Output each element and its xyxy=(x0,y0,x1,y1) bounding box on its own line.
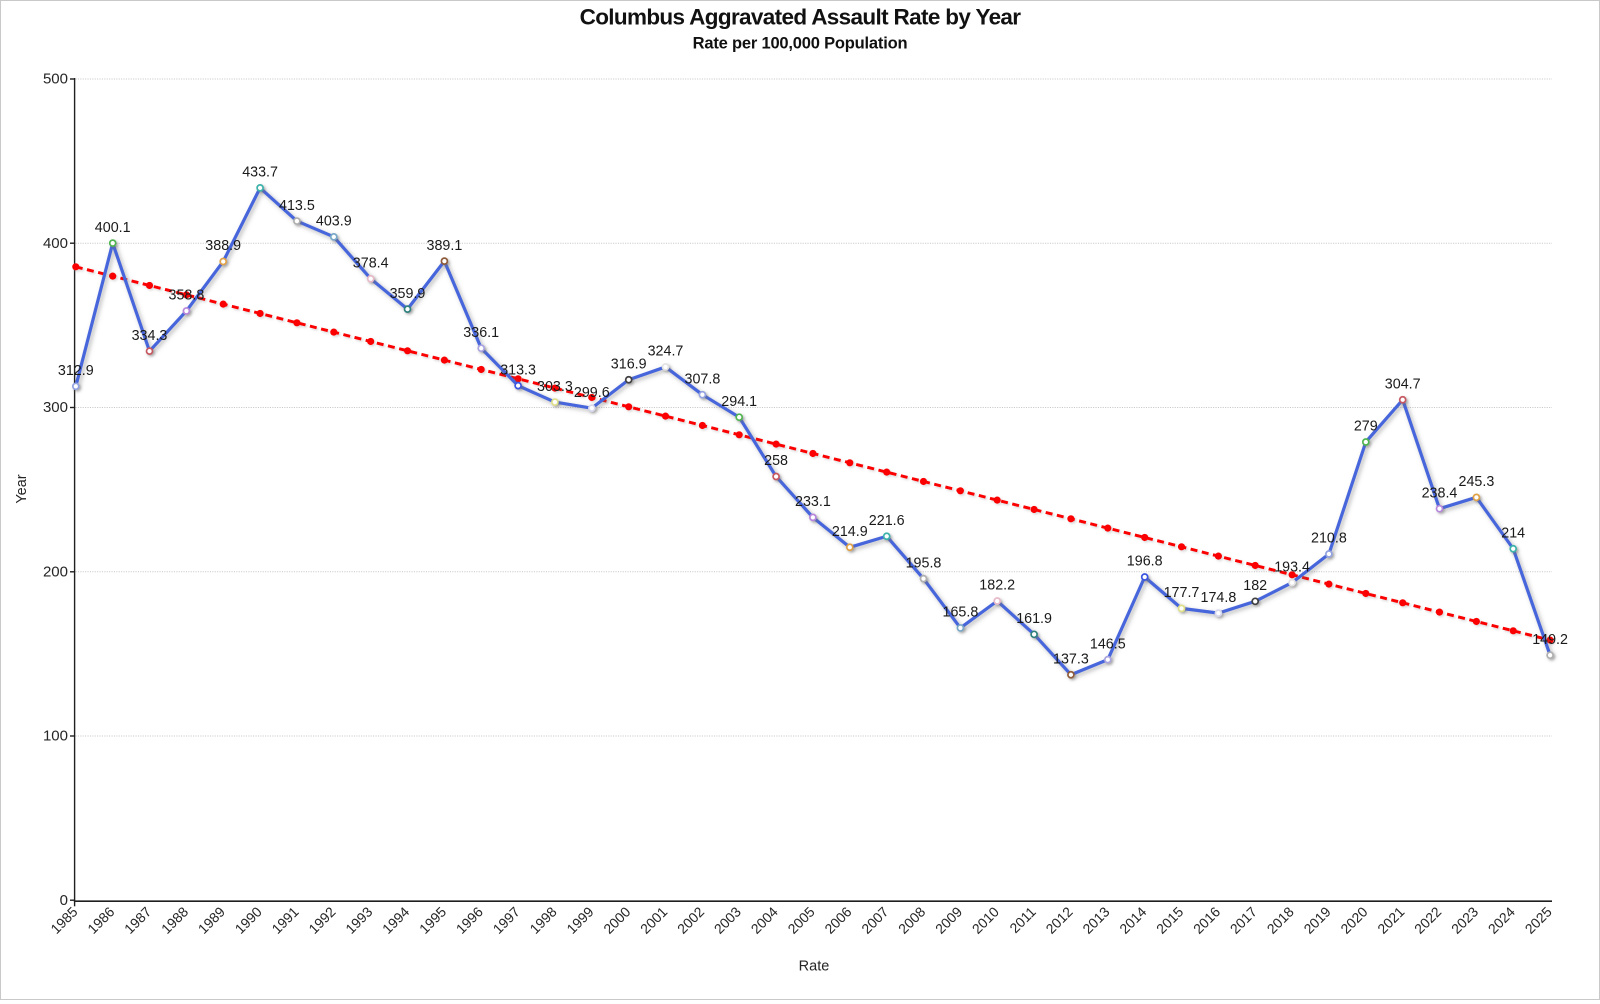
svg-text:1985: 1985 xyxy=(47,903,80,936)
svg-text:1986: 1986 xyxy=(84,903,117,936)
svg-text:2014: 2014 xyxy=(1116,903,1149,936)
svg-text:1993: 1993 xyxy=(342,903,375,936)
svg-text:433.7: 433.7 xyxy=(242,165,278,181)
svg-text:324.7: 324.7 xyxy=(648,344,684,360)
svg-text:2008: 2008 xyxy=(895,903,928,936)
svg-text:413.5: 413.5 xyxy=(279,198,315,214)
svg-text:196.8: 196.8 xyxy=(1127,554,1163,570)
svg-text:2006: 2006 xyxy=(821,903,854,936)
svg-text:2024: 2024 xyxy=(1485,903,1518,936)
svg-text:334.3: 334.3 xyxy=(132,328,168,344)
svg-text:182.2: 182.2 xyxy=(979,578,1015,594)
svg-text:195.8: 195.8 xyxy=(906,555,942,571)
svg-text:313.3: 313.3 xyxy=(500,362,536,378)
svg-text:359.9: 359.9 xyxy=(390,286,426,302)
svg-text:165.8: 165.8 xyxy=(943,605,979,621)
svg-text:1987: 1987 xyxy=(121,903,154,936)
svg-text:Year: Year xyxy=(14,474,30,503)
svg-text:2020: 2020 xyxy=(1337,903,1370,936)
svg-text:174.8: 174.8 xyxy=(1201,590,1237,606)
svg-text:2021: 2021 xyxy=(1374,903,1407,936)
svg-text:1997: 1997 xyxy=(490,903,523,936)
svg-text:2003: 2003 xyxy=(711,903,744,936)
svg-text:307.8: 307.8 xyxy=(685,371,721,387)
svg-text:312.9: 312.9 xyxy=(58,363,94,379)
svg-text:214.9: 214.9 xyxy=(832,524,868,540)
svg-text:1991: 1991 xyxy=(268,903,301,936)
svg-text:258: 258 xyxy=(764,453,788,469)
svg-text:2015: 2015 xyxy=(1153,903,1186,936)
svg-text:316.9: 316.9 xyxy=(611,356,647,372)
svg-text:182: 182 xyxy=(1243,578,1267,594)
svg-text:2019: 2019 xyxy=(1300,903,1333,936)
svg-text:2013: 2013 xyxy=(1079,903,1112,936)
svg-text:400.1: 400.1 xyxy=(95,220,131,236)
svg-text:221.6: 221.6 xyxy=(869,513,905,529)
svg-text:137.3: 137.3 xyxy=(1053,651,1089,667)
svg-text:200: 200 xyxy=(43,564,68,581)
svg-text:Columbus Aggravated Assault Ra: Columbus Aggravated Assault Rate by Year xyxy=(580,5,1022,30)
svg-text:Rate: Rate xyxy=(799,959,830,975)
svg-text:1998: 1998 xyxy=(526,903,559,936)
svg-text:210.8: 210.8 xyxy=(1311,531,1347,547)
svg-text:2016: 2016 xyxy=(1190,903,1223,936)
svg-text:1989: 1989 xyxy=(195,903,228,936)
svg-text:193.4: 193.4 xyxy=(1274,559,1310,575)
svg-text:1988: 1988 xyxy=(158,903,191,936)
svg-text:149.2: 149.2 xyxy=(1532,632,1568,648)
svg-text:214: 214 xyxy=(1501,526,1525,542)
svg-text:1990: 1990 xyxy=(232,903,265,936)
svg-text:2002: 2002 xyxy=(674,903,707,936)
svg-text:2001: 2001 xyxy=(637,903,670,936)
svg-text:403.9: 403.9 xyxy=(316,214,352,230)
svg-text:2009: 2009 xyxy=(932,903,965,936)
svg-text:2025: 2025 xyxy=(1522,903,1555,936)
svg-text:2017: 2017 xyxy=(1227,903,1260,936)
svg-text:2010: 2010 xyxy=(969,903,1002,936)
svg-text:177.7: 177.7 xyxy=(1164,585,1200,601)
svg-text:299.6: 299.6 xyxy=(574,385,610,401)
svg-text:1992: 1992 xyxy=(305,903,338,936)
svg-text:2012: 2012 xyxy=(1042,903,1075,936)
svg-text:358.8: 358.8 xyxy=(169,288,205,304)
svg-text:2011: 2011 xyxy=(1006,903,1039,936)
svg-text:336.1: 336.1 xyxy=(463,325,499,341)
svg-text:1994: 1994 xyxy=(379,903,412,936)
svg-text:100: 100 xyxy=(43,728,68,745)
svg-text:303.3: 303.3 xyxy=(537,379,573,395)
svg-text:378.4: 378.4 xyxy=(353,255,389,271)
svg-text:2022: 2022 xyxy=(1411,903,1444,936)
svg-text:300: 300 xyxy=(43,399,68,416)
svg-text:304.7: 304.7 xyxy=(1385,377,1421,393)
svg-text:161.9: 161.9 xyxy=(1016,611,1052,627)
svg-text:2004: 2004 xyxy=(748,903,781,936)
svg-text:2007: 2007 xyxy=(858,903,891,936)
svg-text:2005: 2005 xyxy=(784,903,817,936)
svg-text:1996: 1996 xyxy=(453,903,486,936)
svg-text:389.1: 389.1 xyxy=(427,238,463,254)
svg-text:1995: 1995 xyxy=(416,903,449,936)
svg-text:2000: 2000 xyxy=(600,903,633,936)
svg-text:2023: 2023 xyxy=(1448,903,1481,936)
svg-text:500: 500 xyxy=(43,71,68,88)
svg-text:146.5: 146.5 xyxy=(1090,636,1126,652)
svg-text:0: 0 xyxy=(60,892,68,909)
svg-text:388.9: 388.9 xyxy=(205,238,241,254)
svg-text:294.1: 294.1 xyxy=(721,394,757,410)
svg-text:1999: 1999 xyxy=(563,903,596,936)
svg-text:2018: 2018 xyxy=(1264,903,1297,936)
svg-text:245.3: 245.3 xyxy=(1459,474,1495,490)
svg-text:233.1: 233.1 xyxy=(795,494,831,510)
svg-text:238.4: 238.4 xyxy=(1422,485,1458,501)
svg-text:279: 279 xyxy=(1354,419,1378,435)
svg-text:Rate per 100,000 Population: Rate per 100,000 Population xyxy=(693,34,908,52)
svg-text:400: 400 xyxy=(43,235,68,252)
